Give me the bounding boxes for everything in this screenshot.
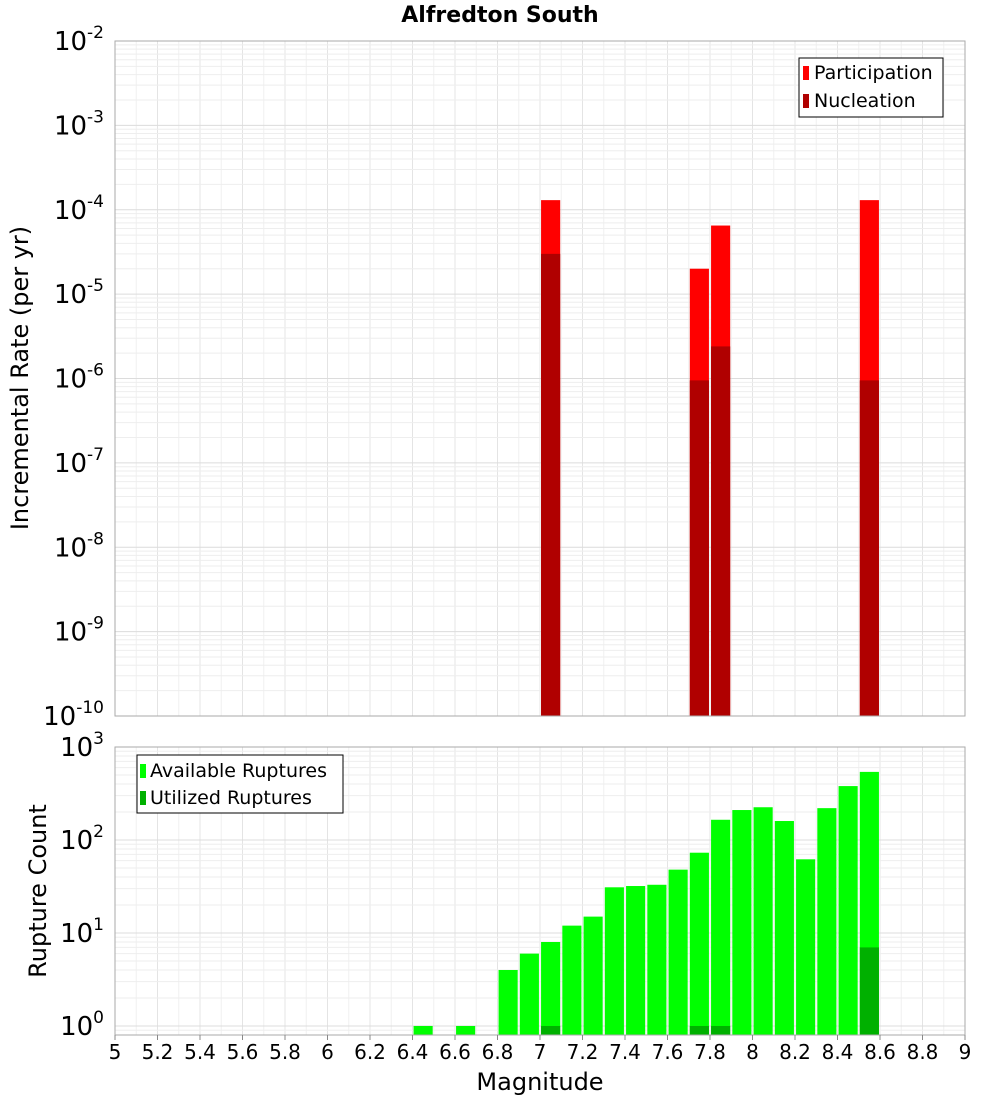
- count-y-tick-label: 103: [60, 729, 104, 763]
- x-tick-label: 6.8: [482, 1040, 514, 1064]
- count-legend: Available Ruptures Utilized Ruptures: [136, 754, 344, 814]
- rate-bar-s2: [689, 380, 709, 716]
- x-tick-label: 7.2: [567, 1040, 599, 1064]
- rate-y-tick-label: 10-4: [54, 192, 104, 226]
- rate-bar-s2: [711, 346, 731, 716]
- count-bar-s1: [774, 821, 794, 1035]
- count-y-tick-label: 102: [60, 822, 104, 856]
- utilized-legend-swatch: [140, 791, 146, 805]
- available-legend-label: Available Ruptures: [150, 760, 327, 782]
- x-tick-label: 6: [321, 1040, 334, 1064]
- count-panel: 100 101 102 103 5 5.2 5.4 5.6 5.8 6 6.2 6.4 6.6 6.8 7…: [24, 729, 971, 1096]
- x-tick-label: 5.6: [227, 1040, 259, 1064]
- x-tick-label: 8.8: [907, 1040, 939, 1064]
- rate-legend-box: [798, 57, 944, 118]
- count-bar-s1: [796, 859, 816, 1035]
- count-y-ticks: 100 101 102 103: [60, 729, 104, 1042]
- count-bar-s1: [668, 869, 688, 1035]
- x-tick-label: 8.6: [864, 1040, 896, 1064]
- x-tick-label: 8.4: [822, 1040, 854, 1064]
- x-ticks: 5 5.2 5.4 5.6 5.8 6 6.2 6.4 6.6 6.8 7 7.2 7.4 7.6 7.8 8…: [109, 1035, 972, 1064]
- chart-title: Alfredton South: [401, 3, 598, 28]
- count-bar-s1: [732, 810, 752, 1035]
- x-tick-label: 5.8: [269, 1040, 301, 1064]
- count-bar-s1: [541, 942, 561, 1035]
- rate-bars: [541, 200, 879, 716]
- nucleation-legend-label: Nucleation: [814, 90, 916, 112]
- x-tick-label: 6.4: [397, 1040, 429, 1064]
- rate-y-tick-label: 10-10: [43, 698, 104, 732]
- count-bar-s1: [562, 925, 582, 1035]
- rate-y-tick-label: 10-6: [54, 361, 104, 395]
- count-bar-s2: [711, 1025, 731, 1035]
- count-bar-s2: [689, 1025, 709, 1035]
- rate-y-tick-label: 10-9: [54, 614, 104, 648]
- rate-y-tick-label: 10-2: [54, 23, 104, 57]
- rate-y-axis-label: Incremental Rate (per yr): [6, 226, 34, 530]
- count-bar-s1: [689, 852, 709, 1035]
- count-bars: [413, 771, 879, 1035]
- count-bar-s1: [456, 1025, 476, 1035]
- available-legend-swatch: [140, 764, 146, 778]
- count-bar-s1: [583, 916, 603, 1035]
- x-tick-label: 9: [959, 1040, 972, 1064]
- count-bar-s1: [753, 807, 773, 1035]
- x-tick-label: 5.2: [142, 1040, 174, 1064]
- count-bar-s1: [413, 1025, 433, 1035]
- x-tick-label: 8: [746, 1040, 759, 1064]
- participation-legend-label: Participation: [814, 62, 933, 84]
- count-y-tick-label: 100: [60, 1008, 104, 1042]
- x-tick-label: 7.8: [694, 1040, 726, 1064]
- count-bar-s2: [859, 947, 879, 1035]
- rate-y-tick-label: 10-3: [54, 107, 104, 141]
- x-tick-label: 5: [109, 1040, 122, 1064]
- rate-legend: Participation Nucleation: [798, 57, 944, 118]
- count-bar-s1: [519, 953, 539, 1035]
- rate-grid: [114, 40, 966, 717]
- count-y-axis-label: Rupture Count: [24, 804, 52, 978]
- x-tick-label: 7.4: [609, 1040, 641, 1064]
- rate-y-tick-label: 10-5: [54, 276, 104, 310]
- x-tick-label: 6.2: [354, 1040, 386, 1064]
- x-axis-label: Magnitude: [476, 1068, 603, 1096]
- x-tick-label: 5.4: [184, 1040, 216, 1064]
- rate-y-ticks: 10-10 10-9 10-8 10-7 10-6 10-5 10-4 10-3 10-2: [43, 23, 104, 732]
- rate-bar-s2: [859, 380, 879, 716]
- nucleation-legend-swatch: [803, 94, 809, 108]
- rate-y-tick-label: 10-8: [54, 529, 104, 563]
- count-bar-s1: [498, 969, 518, 1035]
- rate-y-tick-label: 10-7: [54, 445, 104, 479]
- x-tick-label: 8.2: [779, 1040, 811, 1064]
- count-bar-s1: [626, 886, 646, 1035]
- count-bar-s2: [541, 1025, 561, 1035]
- count-y-tick-label: 101: [60, 915, 104, 949]
- count-legend-box: [136, 754, 344, 814]
- x-tick-label: 6.6: [439, 1040, 471, 1064]
- rate-bar-s2: [541, 253, 561, 716]
- count-bar-s1: [817, 808, 837, 1035]
- count-bar-s1: [711, 819, 731, 1035]
- utilized-legend-label: Utilized Ruptures: [150, 787, 312, 809]
- rate-panel: 10-10 10-9 10-8 10-7 10-6 10-5 10-4 10-3 10-2 In…: [6, 23, 966, 732]
- count-bar-s1: [838, 786, 858, 1035]
- participation-legend-swatch: [803, 66, 809, 80]
- x-tick-label: 7: [534, 1040, 547, 1064]
- rate-plot-border: [114, 40, 966, 717]
- count-bar-s1: [604, 887, 624, 1035]
- x-tick-label: 7.6: [652, 1040, 684, 1064]
- count-bar-s1: [647, 884, 667, 1035]
